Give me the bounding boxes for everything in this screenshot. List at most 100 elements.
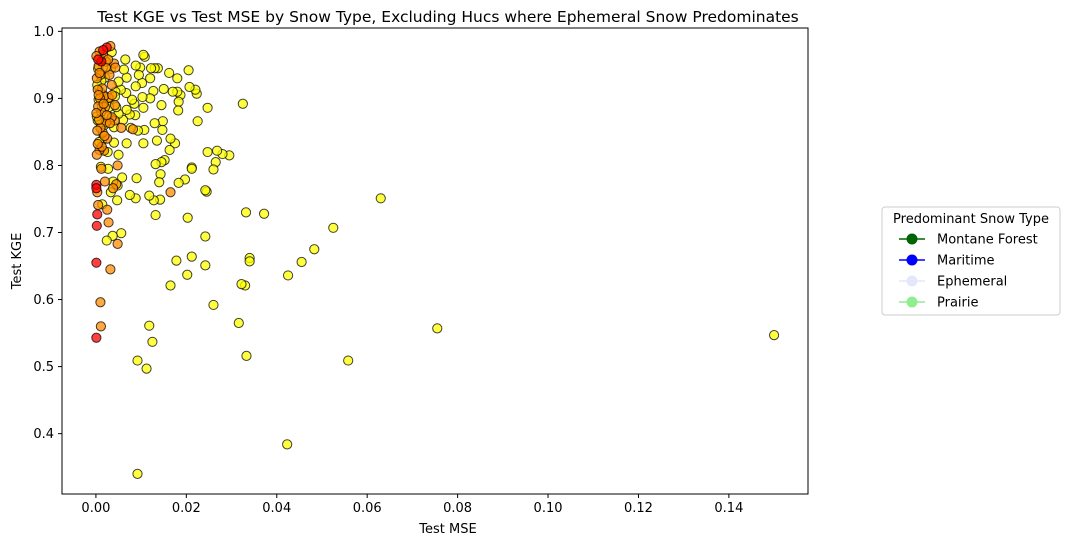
x-axis-label: Test MSE [418, 522, 476, 537]
data-point [107, 89, 118, 101]
x-tick-label: 0.04 [262, 501, 291, 516]
y-tick-label: 0.7 [33, 226, 54, 241]
data-point [432, 323, 443, 334]
legend-title: Predominant Snow Type [893, 212, 1049, 227]
data-point [91, 149, 102, 160]
y-tick-label: 0.8 [33, 159, 54, 174]
legend-label: Montane Forest [937, 233, 1038, 248]
data-point [309, 244, 320, 255]
data-point [102, 204, 113, 215]
chart-title: Test KGE vs Test MSE by Snow Type, Exclu… [96, 8, 799, 26]
legend-marker [906, 233, 918, 245]
data-point [151, 135, 163, 146]
data-point [132, 468, 143, 479]
data-point [92, 125, 103, 136]
data-point [105, 264, 116, 275]
data-point [149, 118, 160, 129]
data-point [167, 86, 178, 97]
data-point [233, 317, 244, 329]
data-point [91, 257, 102, 268]
data-point [92, 138, 103, 150]
data-point [101, 110, 112, 121]
data-point [237, 98, 248, 109]
data-point [91, 108, 102, 119]
data-point [144, 190, 155, 201]
data-point [282, 270, 294, 281]
data-point [132, 355, 143, 366]
data-point [208, 164, 219, 175]
data-point [282, 439, 293, 450]
data-point [113, 149, 124, 160]
x-tick-label: 0.06 [353, 501, 382, 516]
legend: Predominant Snow Type Montane Forest Mari… [881, 206, 1061, 316]
data-point [328, 222, 339, 233]
data-point [145, 73, 156, 84]
data-point [200, 260, 211, 271]
data-point [343, 355, 354, 366]
data-point [118, 64, 130, 75]
data-points [91, 41, 780, 479]
data-point [200, 231, 211, 242]
data-point [171, 255, 182, 266]
y-tick-label: 0.5 [33, 360, 54, 375]
data-point [137, 91, 148, 103]
data-point [165, 187, 176, 198]
data-point [116, 122, 127, 134]
data-point [375, 193, 386, 204]
data-point [94, 67, 105, 79]
data-point [103, 217, 114, 228]
data-point [112, 160, 123, 171]
data-point [200, 185, 211, 196]
data-point [173, 105, 184, 116]
x-tick-label: 0.02 [172, 501, 201, 516]
data-point [133, 69, 144, 81]
y-axis: 0.4 0.5 0.6 0.7 0.8 0.9 1.0 [33, 25, 62, 442]
data-point [186, 163, 197, 174]
x-axis: 0.00 0.02 0.04 0.06 0.08 0.10 0.12 0.14 [81, 494, 743, 516]
data-point [106, 79, 117, 91]
data-point [93, 89, 104, 101]
data-point [183, 65, 194, 76]
data-point [121, 138, 132, 149]
data-point [121, 104, 132, 115]
data-point [208, 299, 219, 311]
legend-marker [906, 275, 918, 287]
data-point [165, 280, 176, 291]
data-point [145, 63, 157, 74]
legend-label: Prairie [937, 296, 979, 311]
legend-marker [906, 254, 918, 266]
data-point [236, 279, 247, 290]
data-point [186, 251, 197, 262]
y-tick-label: 0.6 [33, 293, 54, 308]
data-point [157, 124, 168, 136]
data-point [116, 228, 127, 239]
data-point [131, 173, 142, 184]
data-point [173, 177, 184, 188]
legend-entries: Montane Forest Maritime Ephemeral Prairie [899, 233, 1038, 311]
legend-label: Ephemeral [937, 275, 1007, 290]
data-point [241, 350, 252, 361]
data-point [93, 54, 104, 65]
data-point [182, 269, 193, 280]
data-point [182, 212, 193, 223]
data-point [130, 81, 141, 92]
data-point [112, 238, 123, 249]
data-point [244, 256, 255, 267]
data-point [138, 102, 149, 113]
legend-marker [906, 296, 918, 308]
data-point [99, 130, 110, 142]
data-point [124, 189, 135, 201]
data-point [192, 116, 203, 127]
data-point [109, 100, 121, 111]
data-point [147, 336, 158, 347]
plot-area-frame [61, 27, 809, 495]
data-point [156, 100, 167, 111]
x-tick-label: 0.00 [81, 501, 110, 516]
data-point [172, 73, 183, 84]
y-tick-label: 0.9 [33, 92, 54, 107]
data-point [126, 94, 138, 105]
y-axis-label: Test KGE [10, 233, 25, 291]
data-point [99, 176, 111, 187]
data-point [96, 163, 107, 174]
data-point [164, 144, 175, 156]
